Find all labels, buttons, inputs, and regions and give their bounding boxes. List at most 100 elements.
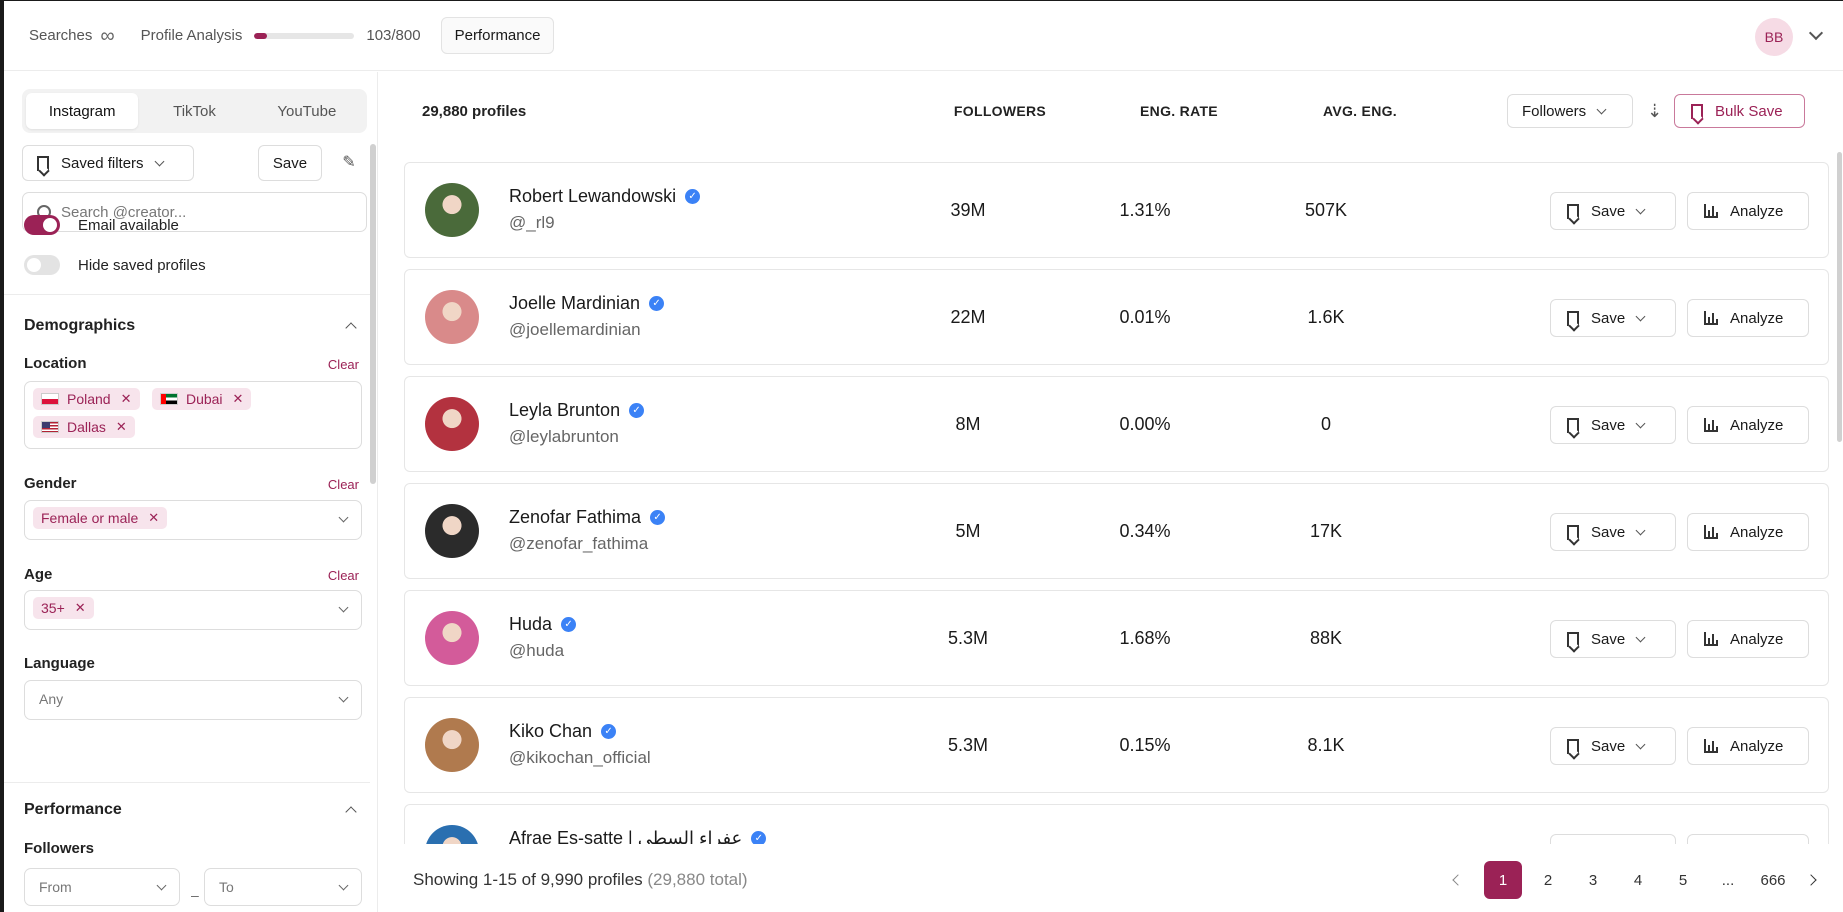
chevron-down-icon (1596, 104, 1607, 114)
email-available-toggle[interactable] (24, 215, 60, 235)
page-button[interactable]: 1 (1484, 861, 1522, 899)
gender-select[interactable]: Female or male ✕ (24, 500, 362, 540)
gender-clear-link[interactable]: Clear (327, 477, 359, 492)
analyze-button[interactable]: Analyze (1687, 513, 1809, 551)
hide-saved-toggle[interactable] (24, 255, 60, 275)
tab-tiktok[interactable]: TikTok (173, 102, 216, 120)
profile-name[interactable]: Huda ✓ (509, 614, 577, 635)
column-followers[interactable]: FOLLOWERS (953, 103, 1047, 119)
next-page-icon[interactable] (1792, 861, 1830, 899)
profile-avatar[interactable] (425, 290, 479, 344)
user-avatar[interactable]: BB (1755, 18, 1793, 56)
uae-flag-icon (159, 393, 178, 405)
profile-row[interactable]: Huda ✓ @huda 5.3M 1.68% 88K Save Analyze (404, 590, 1829, 686)
profile-row[interactable]: Afrae Es-satte | عفراء السطي ✓ Save Analyze (404, 804, 1829, 844)
remove-icon[interactable]: ✕ (115, 419, 127, 434)
profile-row[interactable]: Kiko Chan ✓ @kikochan_official 5.3M 0.15% 8.1… (404, 697, 1829, 793)
profile-name[interactable]: Zenofar Fathima ✓ (509, 507, 666, 528)
profile-name[interactable]: Kiko Chan ✓ (509, 721, 617, 742)
profile-row[interactable]: Robert Lewandowski ✓ @_rl9 39M 1.31% 507K Save… (404, 162, 1829, 258)
followers-from-select[interactable]: From (24, 868, 180, 906)
profile-avatar[interactable] (425, 397, 479, 451)
location-field[interactable]: Poland ✕ Dubai ✕ Dallas ✕ (24, 381, 362, 449)
analyze-button[interactable]: Analyze (1687, 834, 1809, 844)
profile-count: 29,880 profiles (422, 103, 527, 120)
age-clear-link[interactable]: Clear (327, 568, 359, 583)
analyze-label: Analyze (1730, 202, 1784, 220)
column-avg-eng[interactable]: AVG. ENG. (1322, 103, 1397, 119)
verified-icon: ✓ (751, 831, 767, 844)
profile-avatar[interactable] (425, 504, 479, 558)
followers-to-value: To (219, 879, 234, 895)
page-button[interactable]: 3 (1588, 871, 1598, 889)
page-button[interactable]: 4 (1633, 871, 1643, 889)
save-label: Save (1591, 416, 1626, 434)
chevron-down-icon (154, 156, 164, 166)
chevron-down-icon[interactable] (1808, 25, 1824, 41)
search-input[interactable] (61, 203, 341, 221)
save-button[interactable]: Save (1550, 727, 1676, 765)
remove-icon[interactable]: ✕ (120, 391, 132, 406)
save-filters-button[interactable]: Save (258, 145, 322, 181)
chevron-up-icon[interactable] (345, 322, 357, 334)
save-button[interactable]: Save (1550, 299, 1676, 337)
chevron-up-icon[interactable] (345, 806, 357, 818)
tab-instagram[interactable]: Instagram (26, 93, 139, 129)
chevron-down-icon (1635, 739, 1646, 749)
profile-avatar[interactable] (425, 611, 479, 665)
analyze-label: Analyze (1730, 630, 1784, 648)
page-button[interactable]: 5 (1678, 871, 1688, 889)
profile-row[interactable]: Leyla Brunton ✓ @leylabrunton 8M 0.00% 0 Save A… (404, 376, 1829, 472)
infinity-icon: ∞ (100, 24, 115, 47)
save-button[interactable]: Save (1550, 192, 1676, 230)
analyze-button[interactable]: Analyze (1687, 620, 1809, 658)
profile-avatar[interactable] (425, 183, 479, 237)
profile-name[interactable]: Joelle Mardinian ✓ (509, 293, 665, 314)
profile-name[interactable]: Robert Lewandowski ✓ (509, 186, 701, 207)
saved-filters-dropdown[interactable]: Saved filters (22, 145, 194, 181)
save-button[interactable]: Save (1550, 834, 1676, 844)
bulk-save-button[interactable]: Bulk Save (1674, 94, 1805, 128)
page-button[interactable]: 2 (1543, 871, 1553, 889)
profile-name-text: Kiko Chan (509, 721, 593, 741)
profile-analysis-label: Profile Analysis (140, 27, 243, 44)
remove-icon[interactable]: ✕ (74, 600, 86, 615)
language-select[interactable]: Any (24, 680, 362, 720)
chevron-down-icon (156, 880, 167, 891)
results-scrollbar[interactable] (1837, 152, 1842, 442)
profile-avatar[interactable] (425, 718, 479, 772)
profile-avatar[interactable] (425, 825, 479, 844)
followers-value: 5M (955, 521, 981, 541)
followers-to-select[interactable]: To (204, 868, 362, 906)
profile-name[interactable]: Leyla Brunton ✓ (509, 400, 645, 421)
remove-icon[interactable]: ✕ (232, 391, 244, 406)
analyze-button[interactable]: Analyze (1687, 727, 1809, 765)
analyze-button[interactable]: Analyze (1687, 192, 1809, 230)
profile-row[interactable]: Joelle Mardinian ✓ @joellemardinian 22M 0.01… (404, 269, 1829, 365)
page-button[interactable]: 666 (1760, 871, 1786, 889)
column-eng-rate[interactable]: ENG. RATE (1140, 103, 1218, 119)
profile-name-text: Leyla Brunton (509, 400, 621, 420)
profile-name[interactable]: Afrae Es-satte | عفراء السطي ✓ (509, 828, 767, 844)
sort-select[interactable]: Followers (1507, 94, 1633, 128)
bookmark-icon (1567, 417, 1579, 433)
save-button[interactable]: Save (1550, 406, 1676, 444)
remove-icon[interactable]: ✕ (148, 510, 160, 525)
previous-page-icon[interactable] (1439, 861, 1477, 899)
chip-label: Dubai (185, 391, 223, 407)
chip-label: Dallas (67, 419, 106, 435)
sort-order-icon[interactable]: ⇣ (1647, 101, 1663, 121)
profile-row[interactable]: Zenofar Fathima ✓ @zenofar_fathima 5M 0.34% 1… (404, 483, 1829, 579)
bookmark-icon (1567, 524, 1579, 540)
sidebar-scrollbar[interactable] (370, 144, 376, 484)
age-select[interactable]: 35+ ✕ (24, 590, 362, 630)
chevron-down-icon (1635, 204, 1646, 214)
analyze-button[interactable]: Analyze (1687, 406, 1809, 444)
save-button[interactable]: Save (1550, 620, 1676, 658)
brush-icon[interactable]: ✎ (342, 154, 356, 171)
analyze-button[interactable]: Analyze (1687, 299, 1809, 337)
tab-youtube[interactable]: YouTube (277, 102, 337, 120)
save-button[interactable]: Save (1550, 513, 1676, 551)
location-clear-link[interactable]: Clear (327, 357, 359, 372)
performance-tab[interactable]: Performance (440, 17, 555, 54)
